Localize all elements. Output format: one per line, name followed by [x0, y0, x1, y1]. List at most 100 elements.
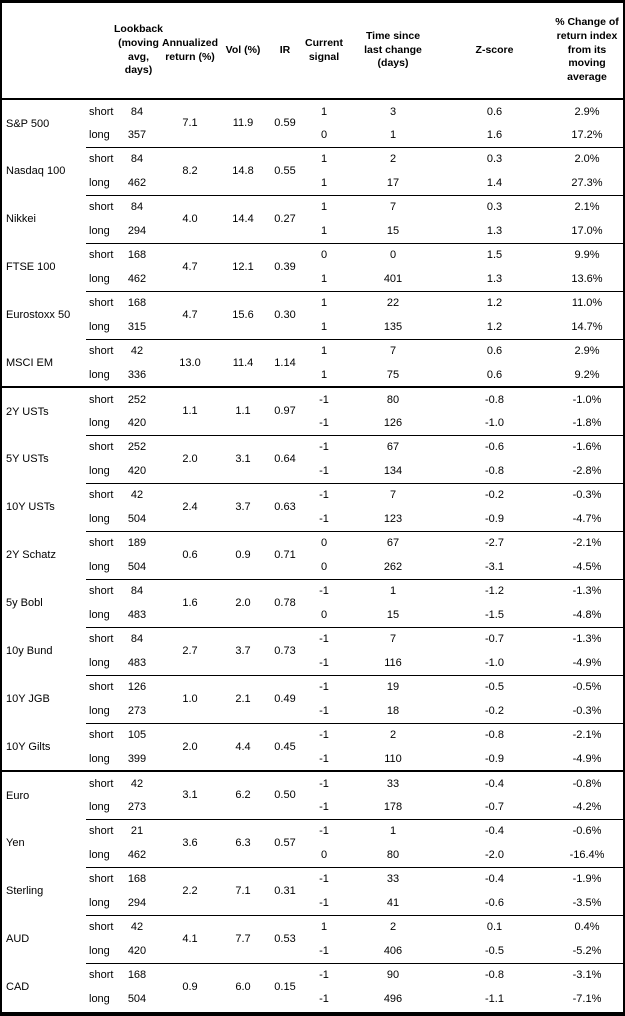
cell-pct-change: 14.7%	[547, 315, 623, 340]
cell-lookback: 483	[114, 603, 160, 628]
cell-horizon: long	[86, 123, 114, 148]
cell-lookback: 462	[114, 267, 160, 292]
cell-lookback: 42	[130, 921, 144, 934]
cell-current-signal: -1	[319, 993, 329, 1005]
cell-horizon: long	[86, 651, 114, 676]
cell-pct-change: -4.9%	[547, 651, 623, 676]
cell-annualized-return: 8.2	[160, 147, 220, 196]
cell-zscore: 0.3	[486, 201, 503, 214]
cell-lookback: 42	[130, 489, 144, 502]
cell-annualized-return: 1.0	[160, 675, 220, 724]
cell-zscore: 0.3	[486, 153, 503, 166]
cell-zscore: -0.8	[485, 393, 504, 406]
cell-time-since-change: 123	[344, 507, 442, 532]
cell-lookback: 21	[130, 825, 144, 838]
cell-asset-name: 10Y USTs	[6, 501, 55, 513]
cell-pct-change: -3.5%	[547, 891, 623, 916]
cell-time-since-change: 17	[344, 171, 442, 196]
cell-annualized-return: 2.0	[160, 723, 220, 772]
table-row-short: S&P 500 short 84 7.1 11.9 0.59 1 3 0.6 2.9%	[2, 99, 623, 148]
cell-ir: 1.14	[266, 339, 304, 388]
cell-zscore: -0.8	[442, 459, 547, 484]
cell-zscore: -0.7	[442, 795, 547, 820]
cell-zscore: -3.1	[442, 555, 547, 580]
cell-current-signal: -1	[319, 393, 329, 406]
cell-current-signal: -1	[319, 729, 329, 742]
cell-horizon: short	[89, 297, 114, 310]
cell-asset-name: FTSE 100	[6, 261, 56, 273]
cell-annualized-return: 4.1	[160, 915, 220, 964]
cell-zscore: -0.9	[442, 747, 547, 772]
cell-zscore: 1.6	[442, 123, 547, 148]
cell-current-signal: -1	[304, 459, 344, 484]
cell-horizon: long	[86, 219, 114, 244]
cell-zscore: -0.5	[485, 681, 504, 694]
cell-current-signal: -1	[319, 441, 329, 454]
cell-time-since-change: 7	[389, 201, 397, 214]
cell-horizon: long	[86, 747, 114, 772]
table-row-long: long 336 1 75 0.6 9.2%	[2, 363, 623, 388]
cell-zscore: 1.2	[486, 297, 503, 310]
table-row-long: long 273 -1 178 -0.7 -4.2%	[2, 795, 623, 820]
cell-lookback: 357	[114, 123, 160, 148]
cell-zscore: -0.8	[485, 729, 504, 742]
cell-zscore: -2.7	[485, 537, 504, 550]
cell-ir: 0.63	[266, 483, 304, 532]
cell-annualized-return: 3.1	[160, 771, 220, 820]
column-header-lookback: Lookback (moving avg, days)	[114, 3, 163, 100]
cell-current-signal: -1	[319, 969, 329, 982]
table-row-long: long 504 -1 496 -1.1 -7.1%	[2, 987, 623, 1011]
cell-pct-change: 0.4%	[574, 921, 600, 934]
cell-pct-change: -0.8%	[572, 777, 602, 790]
cell-lookback: 273	[114, 699, 160, 724]
cell-asset-name: CAD	[6, 981, 30, 993]
cell-time-since-change: 18	[344, 699, 442, 724]
cell-horizon: short	[89, 441, 114, 454]
cell-asset-name: AUD	[6, 933, 30, 945]
column-header-time-since-change-label: Time since last change (days)	[364, 30, 422, 70]
table-row-short: Yen short 21 3.6 6.3 0.57 -1 1 -0.4 -0.6%	[2, 819, 623, 868]
column-header-annualized-return-label: Annualized return (%)	[161, 36, 218, 63]
cell-horizon: long	[86, 363, 114, 388]
cell-annualized-return: 4.7	[160, 243, 220, 292]
cell-current-signal: 1	[320, 345, 328, 358]
cell-vol: 15.6	[220, 291, 266, 340]
cell-annualized-return: 2.2	[160, 867, 220, 916]
cell-ir: 0.31	[266, 867, 304, 916]
cell-horizon: long	[86, 459, 114, 484]
cell-horizon: short	[89, 873, 114, 886]
cell-pct-change: -7.1%	[572, 993, 602, 1005]
cell-time-since-change: 1	[344, 123, 442, 148]
table-row-long: long 483 0 15 -1.5 -4.8%	[2, 603, 623, 628]
cell-pct-change: -1.3%	[572, 633, 602, 646]
cell-lookback: 420	[114, 411, 160, 436]
cell-pct-change: -0.5%	[572, 681, 602, 694]
cell-zscore: -0.4	[485, 873, 504, 886]
header-asset-blank	[2, 3, 114, 100]
cell-horizon: short	[89, 681, 114, 694]
cell-lookback: 252	[127, 393, 147, 406]
cell-lookback: 42	[130, 777, 144, 790]
cell-time-since-change: 22	[386, 297, 400, 310]
cell-zscore: 1.4	[442, 171, 547, 196]
cell-zscore: 1.3	[442, 267, 547, 292]
cell-asset-name: 10y Bund	[6, 645, 53, 657]
cell-annualized-return: 0.6	[160, 531, 220, 580]
cell-current-signal: 1	[304, 315, 344, 340]
cell-vol: 3.7	[220, 627, 266, 676]
cell-lookback: 462	[114, 843, 160, 868]
cell-lookback: 483	[114, 651, 160, 676]
column-header-pct-change: % Change of return index from its moving…	[547, 3, 623, 100]
cell-current-signal: -1	[304, 411, 344, 436]
cell-zscore: -0.6	[485, 441, 504, 454]
cell-pct-change: -1.3%	[572, 585, 602, 598]
cell-horizon: long	[89, 993, 110, 1005]
cell-zscore: 0.6	[486, 105, 503, 118]
cell-horizon: long	[86, 267, 114, 292]
cell-lookback: 294	[114, 219, 160, 244]
cell-pct-change: 2.9%	[574, 345, 600, 358]
cell-pct-change: 13.6%	[547, 267, 623, 292]
cell-current-signal: 1	[320, 105, 328, 118]
cell-zscore: -1.0	[442, 651, 547, 676]
column-header-zscore-label: Z-score	[475, 43, 514, 56]
